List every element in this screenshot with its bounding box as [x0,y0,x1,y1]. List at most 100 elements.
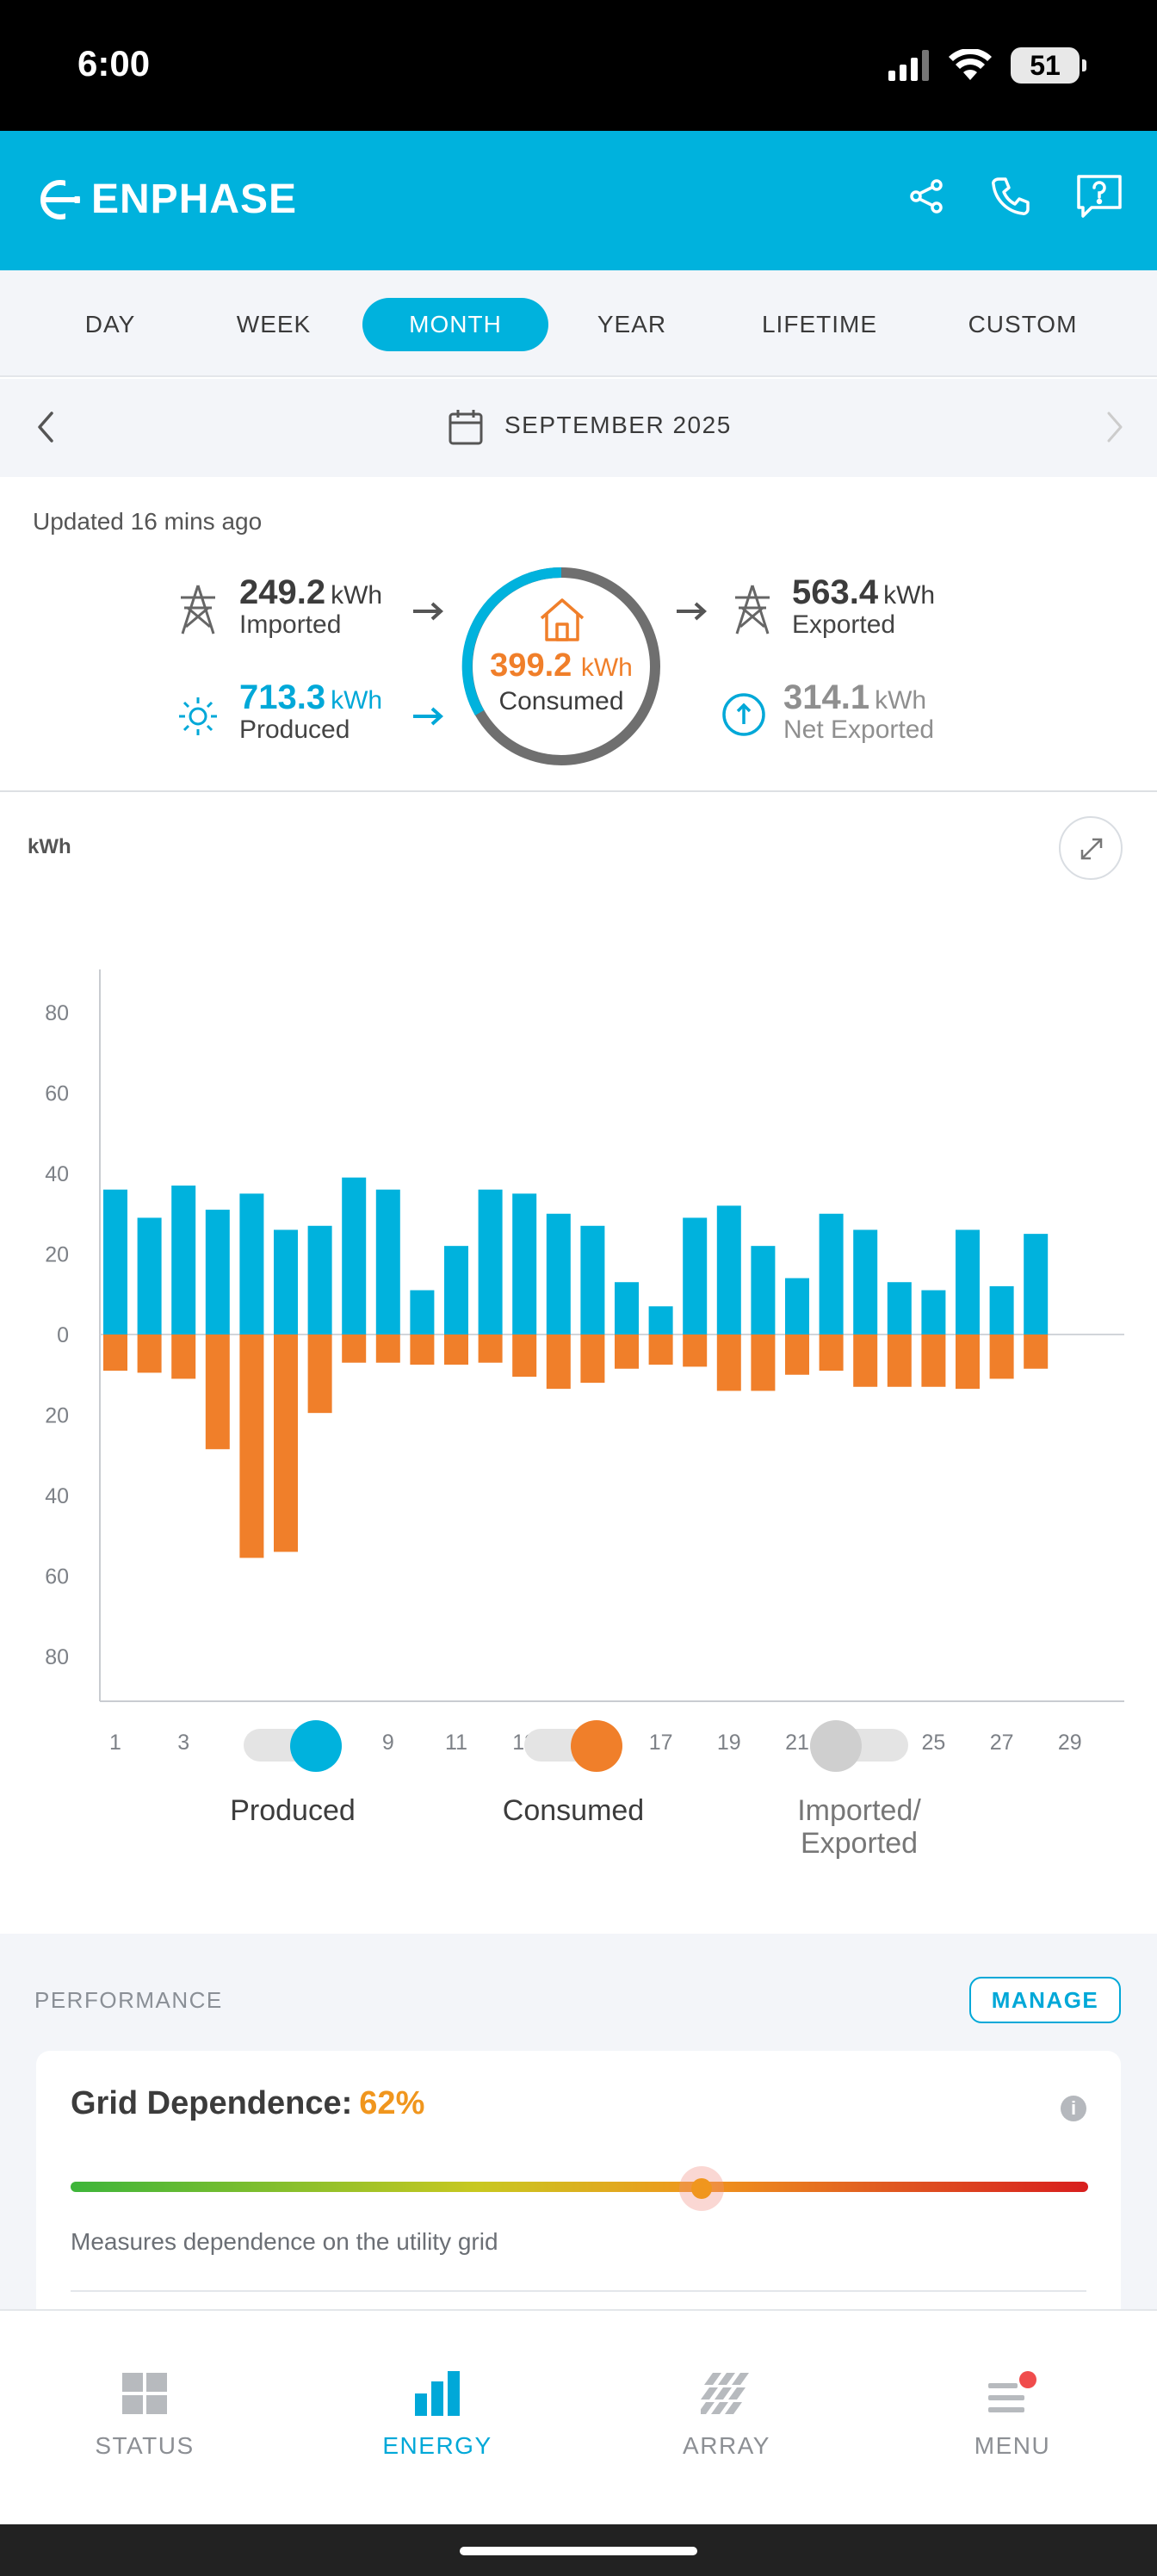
x-tick-label: 29 [1058,1731,1082,1755]
card-divider [71,2290,1086,2292]
produced-bar [853,1229,878,1334]
produced-toggle[interactable] [244,1720,342,1772]
nav-array-label: ARRAY [683,2432,770,2459]
consumed-bar [785,1334,809,1375]
legend-produced[interactable]: Produced [198,1720,387,1827]
updated-text: Updated 16 mins ago [33,508,263,535]
consumed-bar [410,1334,435,1365]
wifi-icon [949,49,992,80]
produced-bar [956,1229,980,1334]
consumed-bar [1024,1334,1049,1369]
y-tick-label: 20 [45,1404,69,1428]
consumed-bar [819,1334,844,1372]
tab-week[interactable]: WEEK [236,311,312,337]
grid-dependence-card: Grid Dependence: 62% i Measures dependenc… [36,2051,1121,2326]
home-indicator[interactable] [460,2547,697,2555]
consumed-bar [546,1334,571,1390]
info-icon[interactable]: i [1061,2096,1086,2121]
performance-title: PERFORMANCE [34,1987,223,2013]
consumed-bar [307,1334,332,1414]
arrow-right-icon [413,602,443,621]
expand-icon [1080,838,1103,860]
produced-metric: 713.3 kWh Produced [239,678,382,745]
status-time: 6:00 [77,43,151,84]
produced-bar [648,1306,673,1334]
produced-bar [274,1229,298,1334]
legend-imported-exported[interactable]: Imported/ Exported [756,1720,962,1860]
tab-custom[interactable]: CUSTOM [968,311,1078,337]
produced-bar [1024,1234,1049,1334]
consumed-bar [274,1334,298,1552]
expand-button[interactable] [1059,816,1123,880]
energy-chart-section: kWh 806040200204060801357911131517192123… [0,794,1157,1932]
enphase-logo-icon [40,178,81,220]
x-tick-label: 27 [990,1731,1014,1755]
produced-bar [307,1225,332,1334]
bottom-navigation: STATUS ENERGY ARRAY MENU [0,2309,1157,2524]
battery-icon: 51 [1011,47,1086,84]
tab-month[interactable]: MONTH [362,298,548,351]
net-exported-metric: 314.1 kWh Net Exported [783,678,934,745]
x-tick-label: 25 [921,1731,945,1755]
date-label[interactable]: SEPTEMBER 2025 [504,412,732,438]
chevron-right-icon[interactable] [1097,410,1131,444]
produced-bar [478,1189,503,1334]
phone-icon[interactable] [990,176,1031,217]
x-tick-label: 1 [109,1731,121,1755]
consumed-label: Consumed [498,687,624,715]
nav-menu[interactable]: MENU [918,2371,1107,2460]
exported-label: Exported [792,610,896,639]
x-tick-label: 3 [177,1731,189,1755]
grid-tower-icon [735,585,770,635]
manage-button[interactable]: MANAGE [969,1977,1121,2023]
consumed-bar [512,1334,537,1378]
consumed-bar [239,1334,264,1558]
net-exported-unit: kWh [875,686,927,715]
consumed-toggle[interactable] [524,1720,622,1772]
y-axis-unit: kWh [28,835,71,858]
energy-bar-chart[interactable]: 8060402002040608013579111315171921232527… [0,863,1157,1775]
consumed-bar [171,1334,196,1379]
nav-energy[interactable]: ENERGY [343,2371,532,2460]
performance-section: PERFORMANCE MANAGE Grid Dependence: 62% i… [0,1934,1157,2326]
produced-bar [580,1225,605,1334]
energy-bars-icon [415,2371,460,2416]
produced-bar [615,1282,639,1334]
consumed-bar [137,1334,162,1373]
calendar-icon[interactable] [448,408,484,446]
y-tick-label: 20 [45,1243,69,1267]
arrow-up-circle-icon [722,693,765,736]
header-actions [907,174,1123,219]
grid-dependence-bar [71,2182,1088,2192]
tab-lifetime[interactable]: LIFETIME [761,311,877,337]
status-icons: 51 [888,43,1086,88]
consumed-bar [103,1334,127,1372]
status-bar: 6:00 51 [0,0,1157,131]
produced-bar [819,1213,844,1334]
arrow-right-blue-icon [413,707,443,726]
chevron-left-icon[interactable] [29,410,64,444]
nav-array[interactable]: ARRAY [632,2371,821,2460]
imported-value: 249.2 [239,573,326,611]
legend-consumed[interactable]: Consumed [479,1720,668,1827]
y-tick-label: 0 [57,1323,69,1347]
date-navigation: SEPTEMBER 2025 [0,379,1157,477]
y-tick-label: 60 [45,1082,69,1106]
x-tick-label: 11 [445,1731,467,1755]
tab-year[interactable]: YEAR [597,311,667,337]
produced-bar [375,1189,400,1334]
consumed-bar [683,1334,708,1367]
nav-status-label: STATUS [95,2432,195,2459]
array-panels-icon [697,2373,749,2414]
share-icon[interactable] [907,177,945,215]
status-grid-icon [122,2373,167,2414]
produced-bar [546,1213,571,1334]
exported-unit: kWh [883,581,936,610]
produced-bar [512,1193,537,1334]
tab-day[interactable]: DAY [84,311,136,337]
x-tick-label: 9 [382,1731,394,1755]
imported-exported-toggle[interactable] [810,1720,908,1772]
help-icon[interactable] [1076,174,1123,219]
nav-status[interactable]: STATUS [50,2371,239,2460]
produced-bar [751,1246,776,1334]
